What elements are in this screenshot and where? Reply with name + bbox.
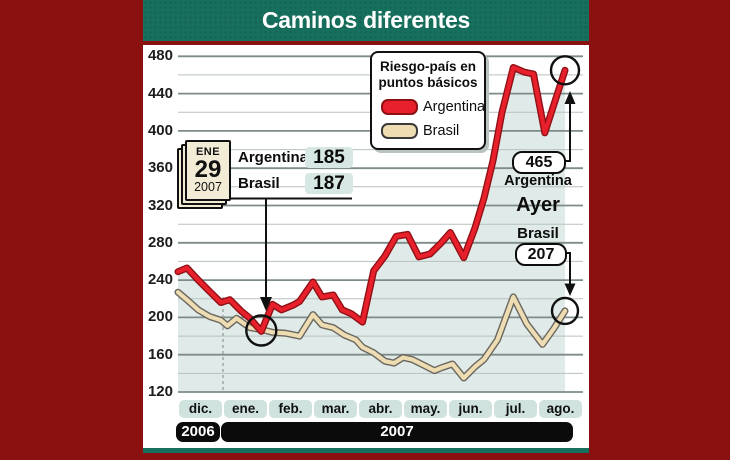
y-axis-tick-label: 440 [147, 85, 173, 102]
ayer-title: Ayer [516, 194, 560, 216]
callout-brasil-label: Brasil [238, 175, 280, 192]
y-axis-tick-label: 400 [147, 122, 173, 139]
y-axis-tick-label: 240 [147, 271, 173, 288]
page-title: Caminos diferentes [261, 7, 471, 33]
argentina-swatch-icon [381, 99, 418, 115]
y-axis-tick-label: 320 [147, 197, 173, 214]
y-axis-tick-label: 120 [147, 383, 173, 400]
x-axis-month-label: ago. [539, 400, 582, 418]
year-label-2006: 2006 [176, 422, 220, 442]
brasil-swatch-icon [381, 123, 418, 139]
legend-label-argentina: Argentina [423, 99, 486, 115]
legend: Riesgo-país en puntos básicos Argentina … [370, 51, 486, 150]
marker-circle-ayer-argentina [549, 55, 581, 86]
y-axis-tick-label: 280 [147, 234, 173, 251]
x-axis-month-label: feb. [269, 400, 312, 418]
x-axis-month-label: abr. [359, 400, 402, 418]
marker-circle-ene-29-2007 [245, 314, 278, 347]
calendar-day: 29 [194, 156, 222, 183]
y-axis-tick-label: 480 [147, 47, 173, 64]
x-axis-month-label: jul. [494, 400, 537, 418]
x-axis-month-label: may. [404, 400, 447, 418]
callout-arrowhead-down [260, 297, 272, 311]
argentina-end-arrowhead-up [564, 91, 576, 104]
x-axis-month-label: ene. [224, 400, 267, 418]
title-bar: Caminos diferentes [143, 0, 589, 41]
area-fill [178, 67, 565, 392]
chart-panel: Caminos diferentes 480 440 400 360 320 280 240… [143, 0, 589, 453]
x-axis-month-label: dic. [179, 400, 222, 418]
title-divider [143, 41, 589, 45]
calendar-month: ENE [195, 146, 221, 158]
ayer-argentina-label: Argentina [504, 173, 572, 189]
calendar-icon: ENE 29 2007 [185, 140, 231, 201]
bottom-teal-rule [143, 448, 589, 453]
ayer-argentina-value-box: 465 [512, 151, 566, 174]
x-axis-month-label: jun. [449, 400, 492, 418]
y-axis-tick-label: 360 [147, 159, 173, 176]
legend-label-brasil: Brasil [423, 123, 460, 139]
legend-title-line1: Riesgo-país en [379, 59, 477, 74]
x-axis-month-label: mar. [314, 400, 357, 418]
legend-title-line2: puntos básicos [378, 75, 478, 90]
ayer-brasil-label: Brasil [517, 225, 559, 242]
marker-circle-ayer-brasil [550, 296, 580, 326]
ayer-brasil-value-box: 207 [515, 243, 567, 266]
y-axis-tick-label: 200 [147, 308, 173, 325]
callout-argentina-value: 185 [305, 147, 353, 168]
callout-brasil-value: 187 [305, 173, 353, 194]
chart-area: 480 440 400 360 320 280 240 200 160 120 dic. ene. f… [143, 45, 589, 448]
y-axis-tick-label: 160 [147, 346, 173, 363]
year-label-2007: 2007 [221, 422, 573, 442]
calendar-year: 2007 [194, 180, 222, 194]
legend-item-brasil: Brasil [381, 123, 484, 139]
brasil-line [175, 290, 568, 381]
callout-argentina-label: Argentina [238, 149, 309, 166]
legend-item-argentina: Argentina [381, 99, 486, 115]
brasil-end-arrowhead-down [564, 283, 576, 296]
argentina-line [175, 65, 568, 334]
